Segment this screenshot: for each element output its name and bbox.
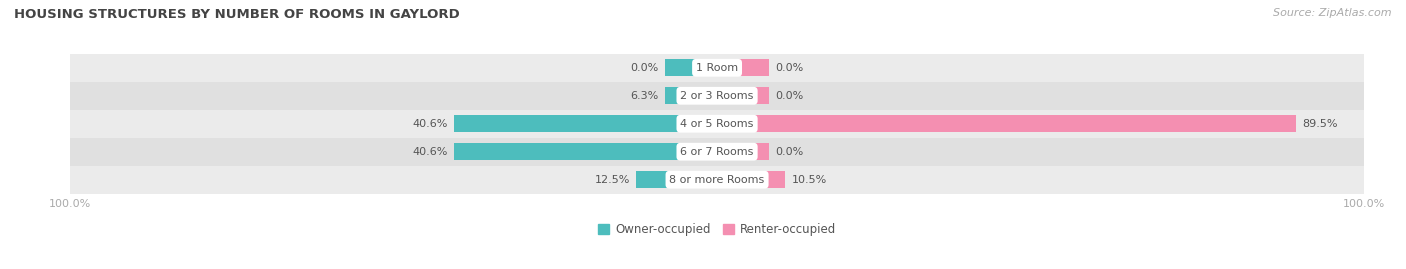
Text: HOUSING STRUCTURES BY NUMBER OF ROOMS IN GAYLORD: HOUSING STRUCTURES BY NUMBER OF ROOMS IN…: [14, 8, 460, 21]
Bar: [717, 87, 769, 104]
Bar: [70, 166, 1364, 194]
Legend: Owner-occupied, Renter-occupied: Owner-occupied, Renter-occupied: [593, 218, 841, 241]
Text: 40.6%: 40.6%: [412, 147, 449, 157]
Text: 12.5%: 12.5%: [595, 175, 630, 185]
Bar: [70, 138, 1364, 166]
Bar: [454, 143, 717, 160]
Text: 40.6%: 40.6%: [412, 119, 449, 129]
Bar: [636, 171, 717, 188]
Text: Source: ZipAtlas.com: Source: ZipAtlas.com: [1274, 8, 1392, 18]
Bar: [70, 110, 1364, 138]
Bar: [70, 54, 1364, 82]
Text: 10.5%: 10.5%: [792, 175, 827, 185]
Text: 89.5%: 89.5%: [1302, 119, 1339, 129]
Text: 0.0%: 0.0%: [775, 91, 803, 101]
Bar: [454, 115, 717, 132]
Text: 6.3%: 6.3%: [631, 91, 659, 101]
Text: 4 or 5 Rooms: 4 or 5 Rooms: [681, 119, 754, 129]
Bar: [665, 59, 717, 76]
Text: 0.0%: 0.0%: [775, 63, 803, 73]
Text: 1 Room: 1 Room: [696, 63, 738, 73]
Bar: [717, 143, 769, 160]
Text: 8 or more Rooms: 8 or more Rooms: [669, 175, 765, 185]
Text: 0.0%: 0.0%: [631, 63, 659, 73]
Bar: [70, 82, 1364, 110]
Text: 0.0%: 0.0%: [775, 147, 803, 157]
Bar: [717, 171, 785, 188]
Text: 2 or 3 Rooms: 2 or 3 Rooms: [681, 91, 754, 101]
Bar: [717, 115, 1296, 132]
Bar: [665, 87, 717, 104]
Bar: [717, 59, 769, 76]
Text: 6 or 7 Rooms: 6 or 7 Rooms: [681, 147, 754, 157]
